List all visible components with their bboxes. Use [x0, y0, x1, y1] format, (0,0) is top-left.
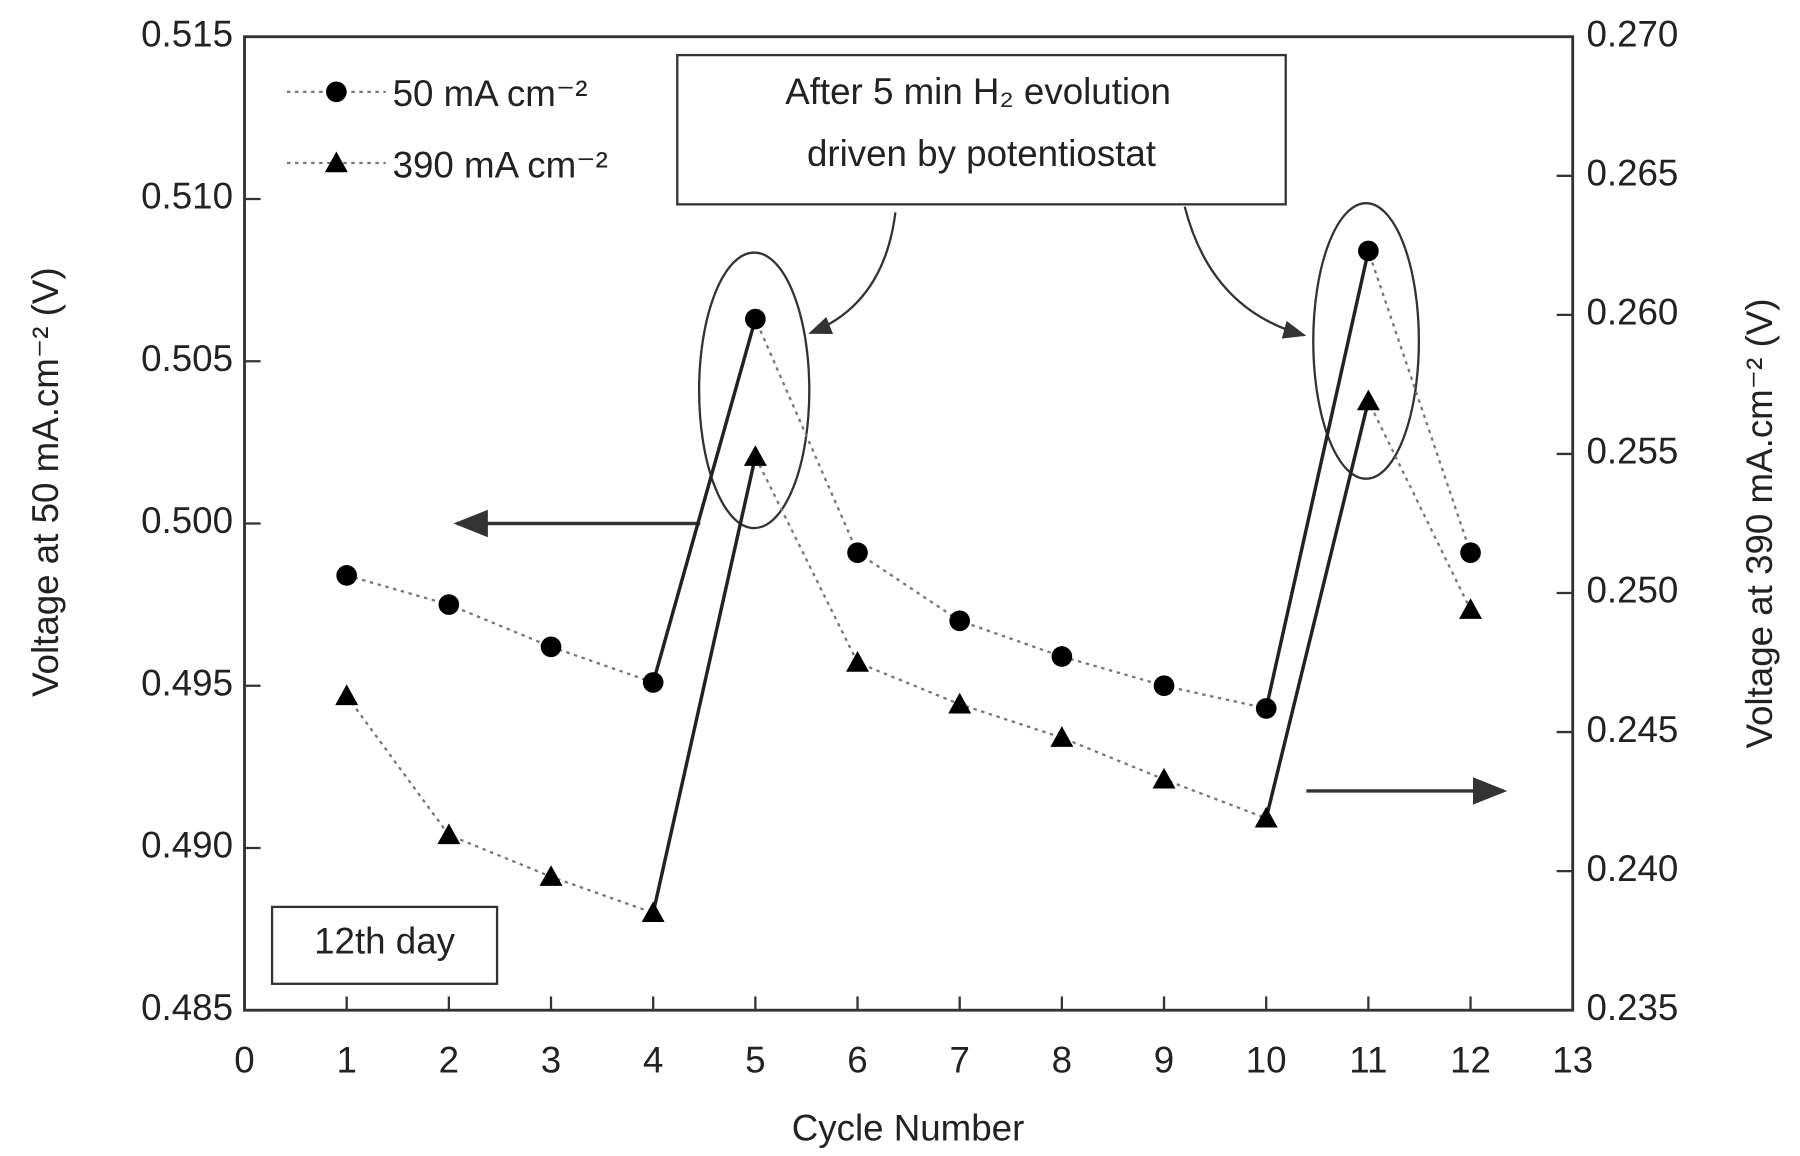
annotation: After 5 min H₂ evolution	[785, 71, 1171, 112]
annotation-box	[676, 53, 1287, 206]
x-tick-label: 10	[1246, 1040, 1287, 1081]
data-point	[641, 901, 665, 923]
data-point	[1153, 675, 1175, 697]
y2-axis-label: Voltage at 390 mA.cm⁻² (V)	[1739, 298, 1780, 748]
data-point	[1358, 240, 1379, 262]
highlight-segment	[1264, 400, 1371, 819]
x-axis-label: Cycle Number	[792, 1107, 1025, 1148]
callout-arrow	[1183, 206, 1307, 339]
data-point	[437, 823, 461, 845]
x-tick-label: 5	[745, 1040, 765, 1081]
data-point	[336, 565, 358, 586]
data-point	[1255, 698, 1277, 719]
x-tick-label: 7	[949, 1040, 969, 1081]
highlight-segment	[651, 318, 758, 683]
x-tick-label: 6	[847, 1040, 867, 1081]
annotation: driven by potentiostat	[807, 133, 1156, 174]
data-point	[948, 692, 972, 714]
legend-label: 50 mA cm⁻²	[393, 73, 588, 114]
data-point	[1460, 542, 1481, 564]
data-point	[642, 672, 664, 693]
x-tick-label: 12	[1450, 1040, 1491, 1081]
data-point	[1050, 726, 1074, 747]
x-tick-label: 13	[1552, 1040, 1593, 1081]
series-line	[346, 246, 1472, 710]
data-point	[540, 636, 562, 658]
x-tick-label: 1	[336, 1040, 356, 1081]
y2-tick-label: 0.250	[1586, 570, 1678, 611]
data-point	[743, 445, 767, 466]
y2-tick-label: 0.270	[1586, 13, 1678, 54]
x-tick-label: 4	[643, 1040, 663, 1081]
data-point	[1254, 806, 1278, 828]
y-tick-label: 0.495	[141, 662, 233, 703]
y-tick-label: 0.510	[141, 176, 233, 217]
y2-tick-label: 0.240	[1586, 848, 1678, 889]
y-tick-label: 0.490	[141, 825, 233, 866]
data-point	[1459, 598, 1483, 619]
callout-arrow	[808, 212, 897, 334]
data-point	[949, 610, 971, 632]
x-tick-label: 0	[234, 1040, 254, 1081]
annotation-box	[270, 905, 499, 985]
highlight-segment	[651, 456, 758, 914]
highlight-ellipse	[697, 251, 811, 530]
y-tick-label: 0.500	[141, 500, 233, 541]
highlight-ellipse	[1312, 202, 1421, 480]
series-line	[345, 397, 1472, 915]
annotation: 12th day	[314, 920, 456, 961]
y-tick-label: 0.515	[141, 13, 233, 54]
legend-marker	[326, 81, 347, 103]
x-tick-label: 3	[541, 1040, 561, 1081]
x-tick-label: 9	[1154, 1040, 1174, 1081]
y2-tick-label: 0.265	[1586, 153, 1678, 194]
data-point	[847, 542, 868, 564]
y2-tick-label: 0.260	[1586, 292, 1678, 333]
x-tick-label: 2	[439, 1040, 459, 1081]
y-tick-label: 0.485	[141, 987, 233, 1028]
y-axis-label: Voltage at 50 mA.cm⁻² (V)	[25, 267, 66, 697]
legend-label: 390 mA cm⁻²	[393, 144, 608, 185]
data-point	[335, 684, 359, 706]
highlight-segment	[1264, 250, 1371, 709]
x-tick-label: 8	[1052, 1040, 1072, 1081]
data-point	[539, 865, 563, 886]
data-point	[1152, 767, 1176, 789]
data-point	[846, 651, 870, 672]
legend-marker	[324, 151, 348, 173]
data-point	[1356, 389, 1380, 411]
y-tick-label: 0.505	[141, 338, 233, 379]
y2-tick-label: 0.255	[1586, 431, 1678, 472]
y2-tick-label: 0.235	[1586, 987, 1678, 1028]
x-tick-label: 11	[1349, 1040, 1387, 1081]
data-point	[745, 308, 766, 330]
data-point	[438, 594, 460, 615]
data-point	[1051, 646, 1073, 667]
y2-tick-label: 0.245	[1586, 709, 1678, 750]
